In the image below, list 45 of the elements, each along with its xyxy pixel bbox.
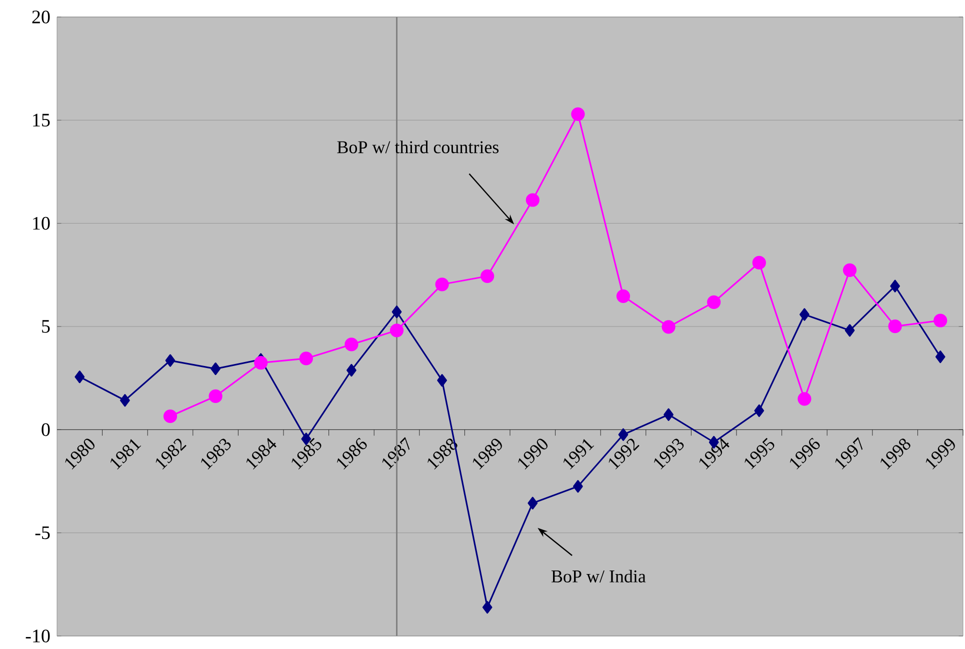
point [707, 295, 721, 310]
point [482, 601, 492, 614]
y-tick-label: 0 [42, 423, 50, 436]
y-tick-label: -5 [35, 526, 50, 540]
point [163, 410, 178, 424]
point [120, 394, 130, 407]
x-tick-label: 1981 [110, 439, 142, 470]
point [662, 320, 676, 334]
point [798, 392, 812, 406]
point [616, 289, 630, 304]
point [208, 390, 222, 404]
point [935, 350, 946, 364]
point [528, 496, 538, 510]
point [526, 193, 540, 207]
point [299, 352, 313, 366]
point [664, 408, 674, 422]
point [74, 370, 85, 384]
point [888, 320, 902, 334]
point [754, 404, 764, 418]
point [800, 308, 810, 321]
point [844, 324, 855, 337]
point [890, 280, 900, 292]
point [254, 356, 268, 370]
text: BoP w/ third countries [337, 140, 499, 154]
point [571, 108, 585, 122]
point [344, 338, 358, 352]
point [437, 374, 447, 387]
point [934, 314, 948, 328]
point [573, 480, 583, 493]
point [165, 354, 176, 367]
point [435, 278, 449, 292]
x-tick-label: 1991 [564, 439, 594, 470]
y-tick-label: 20 [32, 10, 50, 24]
point [210, 362, 220, 376]
point [390, 324, 404, 338]
y-tick-label: 15 [33, 114, 50, 127]
point [346, 364, 356, 377]
point [480, 269, 494, 284]
point [752, 256, 766, 270]
point [392, 306, 402, 318]
y-tick-label: 10 [33, 217, 50, 230]
text: BoP w/ India [551, 570, 646, 583]
y-tick-label: 5 [42, 320, 50, 333]
y-tick-label: -10 [26, 630, 50, 643]
point [842, 263, 857, 278]
